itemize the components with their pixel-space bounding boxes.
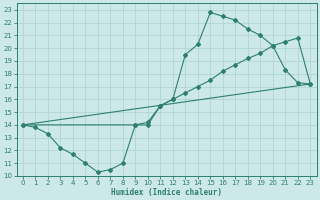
X-axis label: Humidex (Indice chaleur): Humidex (Indice chaleur) (111, 188, 222, 197)
